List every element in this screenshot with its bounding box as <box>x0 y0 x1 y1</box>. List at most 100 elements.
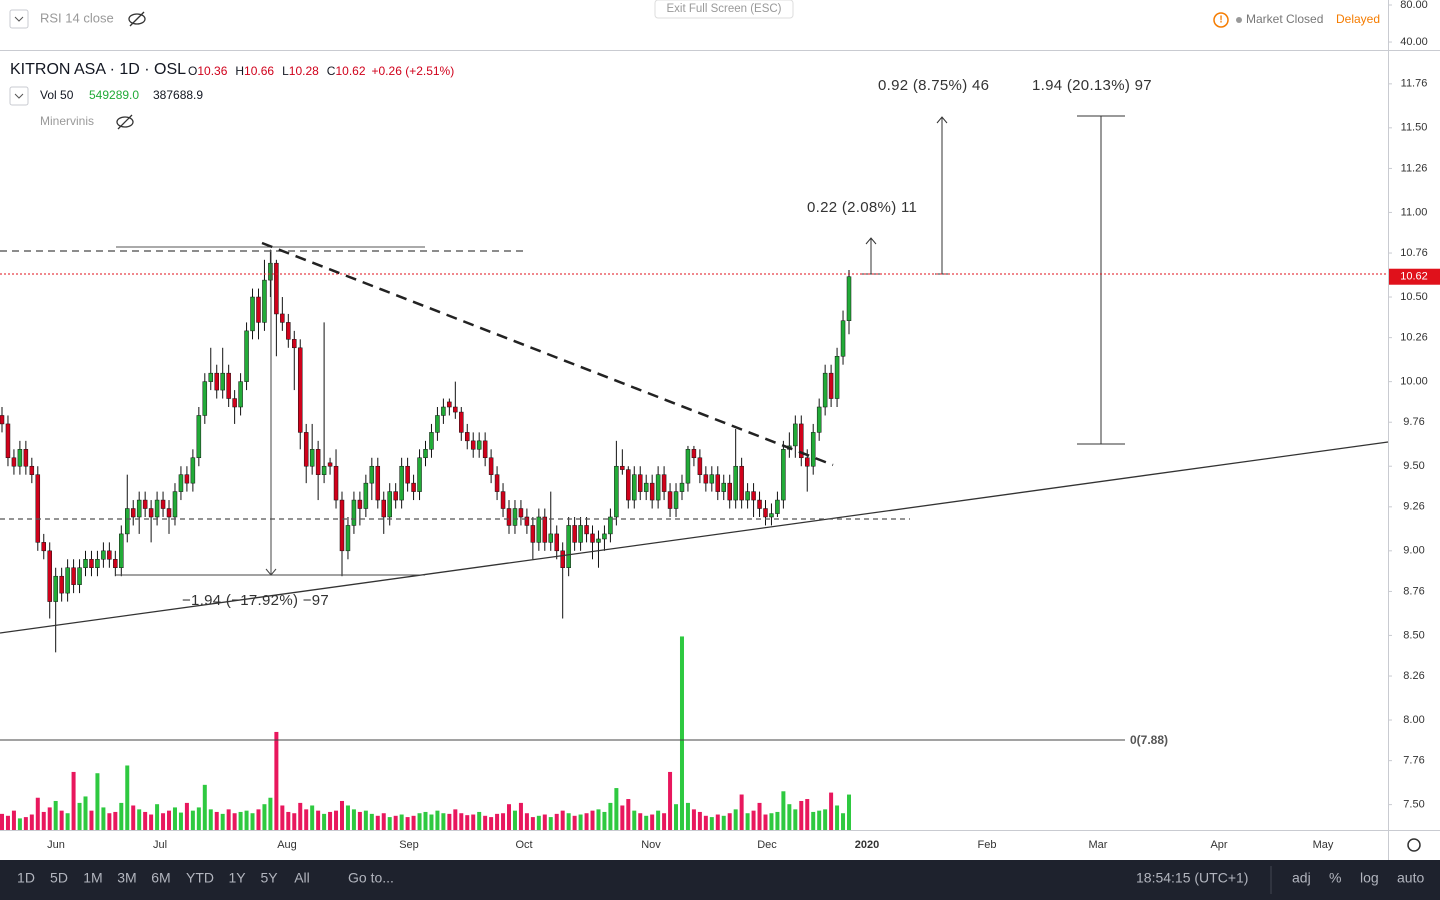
volume-bar <box>847 794 851 830</box>
range-button[interactable]: 1D <box>17 870 35 886</box>
volume-bar <box>483 815 488 830</box>
volume-bar <box>137 809 142 830</box>
annotation: 0(7.88) <box>1130 733 1168 747</box>
volume-bar <box>328 811 333 830</box>
range-button[interactable]: 1M <box>83 870 102 886</box>
candle-body <box>584 525 589 535</box>
volume-bar <box>524 813 529 830</box>
candle-body <box>632 474 637 501</box>
volume-bar <box>835 805 840 830</box>
candle-body <box>375 465 381 501</box>
volume-bar <box>250 813 255 830</box>
hidden-icon[interactable] <box>128 11 146 27</box>
eye <box>116 116 134 128</box>
candle-body <box>649 482 655 501</box>
volume-bar <box>566 813 571 830</box>
x-tick-label: Sep <box>399 839 419 851</box>
candle-body <box>661 474 667 492</box>
candle-body <box>757 499 762 509</box>
volume-bar <box>292 813 297 830</box>
candle-body <box>590 533 595 543</box>
goto[interactable]: Go to... <box>348 870 394 886</box>
range-button[interactable]: 3M <box>117 870 136 886</box>
volume-bar <box>268 797 273 830</box>
volume-bar <box>685 802 690 830</box>
candle-body <box>292 339 297 349</box>
candle-body <box>799 423 804 459</box>
candle-body <box>297 347 303 433</box>
volume-bar <box>751 810 756 830</box>
volume-bar <box>345 805 350 830</box>
candle-body <box>530 525 536 543</box>
volume-bar <box>781 791 786 830</box>
candle-body <box>763 508 768 518</box>
volume-bar <box>363 810 368 830</box>
x-tick-label: Aug <box>277 839 297 851</box>
candle-body <box>214 372 219 391</box>
volume-bar <box>23 817 28 830</box>
collapse-button[interactable] <box>9 9 29 29</box>
log[interactable]: log <box>1360 870 1379 886</box>
volume-bar <box>411 815 416 830</box>
candle-body <box>35 474 41 543</box>
candle-body <box>220 372 225 391</box>
candle-body <box>47 550 52 602</box>
candle-body <box>518 508 524 518</box>
range-button[interactable]: YTD <box>186 870 214 886</box>
annotation: −1.94 (−17.92%) −97 <box>182 592 329 609</box>
collapse-button[interactable] <box>9 86 29 106</box>
range-button[interactable]: 5Y <box>260 870 278 886</box>
volume-bar <box>441 813 446 830</box>
candle-body <box>89 559 94 568</box>
candle-body <box>178 474 184 492</box>
hidden-icon[interactable] <box>116 114 134 130</box>
volume-bar <box>632 810 637 830</box>
chevron <box>14 93 24 99</box>
candle-body <box>626 469 631 501</box>
rsi-tick-label: 40.00 <box>1400 36 1428 48</box>
status-dot <box>1236 17 1242 23</box>
range-button[interactable]: All <box>294 870 310 886</box>
volume-bar <box>5 815 10 830</box>
exit-fullscreen[interactable] <box>654 0 794 19</box>
candle-body <box>840 320 846 357</box>
candle-body <box>232 398 237 408</box>
candle-body <box>459 411 464 433</box>
symbol: KITRON ASA · 1D · OSL <box>10 61 186 78</box>
candle-body <box>286 322 291 340</box>
candle-body <box>697 457 703 475</box>
candle-body <box>327 462 333 467</box>
volume-bar <box>572 815 577 830</box>
candle-body <box>387 491 392 518</box>
change: +0.26 (+2.51%) <box>372 64 455 78</box>
volume-bar <box>274 731 279 830</box>
candle-body <box>596 538 601 543</box>
volume-bar <box>554 813 559 830</box>
adj[interactable]: adj <box>1292 870 1311 886</box>
annotation: 0.22 (2.08%) 11 <box>807 199 917 216</box>
percent[interactable]: % <box>1329 870 1341 886</box>
indicator-label: Minervinis <box>40 114 94 128</box>
range-button[interactable]: 1Y <box>228 870 246 886</box>
auto[interactable]: auto <box>1397 870 1424 886</box>
candle-body <box>399 465 404 501</box>
candle-body <box>65 567 70 594</box>
range-button[interactable]: 6M <box>151 870 170 886</box>
volume-bar <box>435 810 440 830</box>
range-button[interactable]: 5D <box>50 870 68 886</box>
candle-body <box>745 491 750 501</box>
settings-icon[interactable] <box>1407 838 1421 852</box>
x-tick-label: Jun <box>47 839 65 851</box>
candle-body <box>637 474 643 492</box>
volume-bar <box>351 809 356 830</box>
candle-body <box>238 381 243 408</box>
candle-body <box>41 542 47 552</box>
volume-bar <box>286 811 291 830</box>
candle-body <box>95 559 100 568</box>
candle-body <box>113 559 118 568</box>
warning-icon[interactable] <box>1213 12 1229 28</box>
volume-bar <box>334 810 339 830</box>
y-tick-label: 7.76 <box>1403 755 1424 767</box>
support-line <box>0 441 1389 634</box>
y-tick-label: 8.00 <box>1403 714 1424 726</box>
